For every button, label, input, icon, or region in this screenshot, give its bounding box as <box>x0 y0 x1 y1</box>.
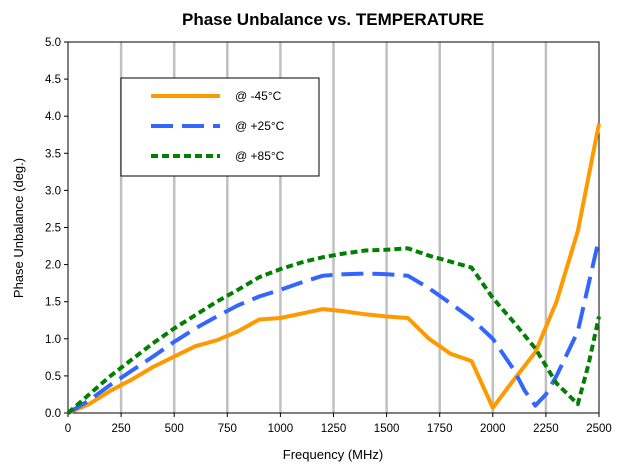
x-tick-label: 1250 <box>321 423 347 435</box>
x-tick-label: 0 <box>65 423 71 435</box>
x-tick-label: 2250 <box>533 423 559 435</box>
series-line-1 <box>67 123 601 415</box>
x-axis-label: Frequency (MHz) <box>283 447 383 462</box>
y-tick-label: 3.5 <box>45 148 61 160</box>
x-tick-label: 250 <box>112 423 131 435</box>
chart-title: Phase Unbalance vs. TEMPERATURE <box>182 10 484 29</box>
x-tick-label: 2500 <box>586 423 612 435</box>
y-axis-label: Phase Unbalance (deg.) <box>11 158 26 298</box>
series-group <box>66 123 601 415</box>
y-tick-label: 0.5 <box>45 371 61 383</box>
x-tick-label: 750 <box>218 423 237 435</box>
legend: @ -45°C @ +25°C @ +85°C <box>120 77 320 177</box>
x-tick-label: 500 <box>165 423 184 435</box>
y-tick-label: 4.5 <box>45 74 61 86</box>
x-tick-label: 1000 <box>268 423 294 435</box>
series-line-2 <box>66 238 601 415</box>
x-axis: 0 250 500 750 1000 1250 1500 1750 2000 2250 2500 <box>65 413 612 435</box>
legend-label-1: @ -45°C <box>235 89 282 103</box>
y-tick-label: 0.0 <box>45 408 61 420</box>
y-tick-label: 3.0 <box>45 185 61 197</box>
legend-label-3: @ +85°C <box>235 149 285 163</box>
series-line-3 <box>66 246 601 415</box>
x-tick-label: 2000 <box>480 423 506 435</box>
y-tick-label: 4.0 <box>45 111 61 123</box>
y-tick-label: 1.5 <box>45 297 61 309</box>
y-axis: 0.0 0.5 1.0 1.5 2.0 2.5 3.0 3.5 4.0 4.5 5.0 <box>45 37 68 420</box>
y-tick-label: 2.5 <box>45 223 61 235</box>
x-tick-label: 1500 <box>374 423 400 435</box>
y-tick-label: 2.0 <box>45 260 61 272</box>
y-tick-label: 5.0 <box>45 37 61 49</box>
legend-label-2: @ +25°C <box>235 119 285 133</box>
y-tick-label: 1.0 <box>45 334 61 346</box>
x-tick-label: 1750 <box>427 423 453 435</box>
